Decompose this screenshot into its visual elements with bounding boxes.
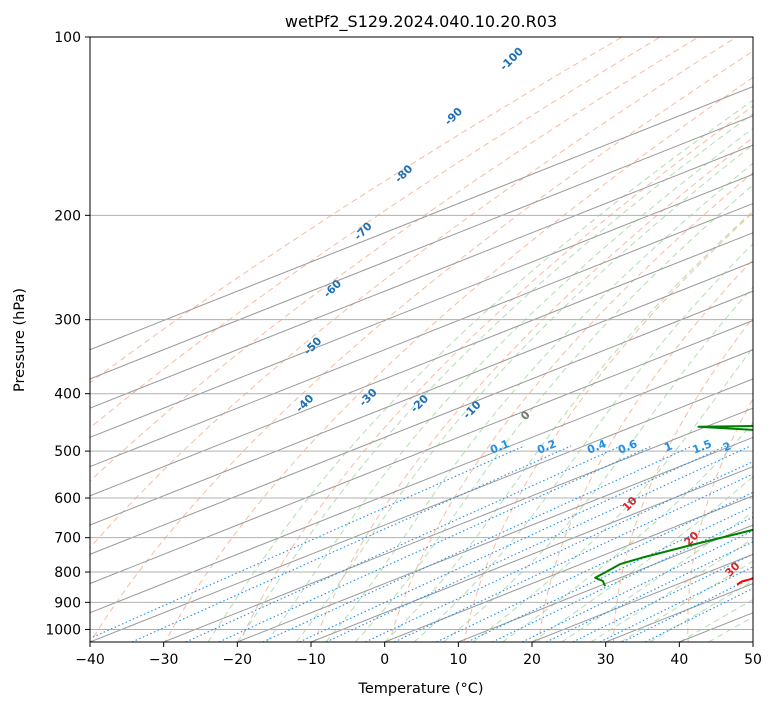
isotherm bbox=[90, 202, 753, 468]
dry-adiabat bbox=[314, 136, 753, 642]
mixing-ratio-line bbox=[492, 516, 753, 642]
moist-adiabat bbox=[649, 580, 753, 642]
dry-adiabat bbox=[760, 10, 775, 654]
isotherm bbox=[90, 378, 753, 642]
isotherm bbox=[458, 524, 753, 642]
y-axis-label: Pressure (hPa) bbox=[12, 288, 28, 392]
x-tick-label: 0 bbox=[380, 652, 389, 668]
isotherm bbox=[752, 641, 753, 642]
moist-adiabat-label: 40 bbox=[755, 587, 775, 607]
y-tick-label: 300 bbox=[54, 313, 81, 329]
isotherm bbox=[237, 436, 753, 642]
moist-adiabat bbox=[502, 421, 753, 642]
axes-ticks: −40 −30 −20 −10 0 10 20 30 40 50 100 200 300 400 500 60… bbox=[45, 30, 762, 668]
x-tick-label: −40 bbox=[75, 652, 105, 668]
plot-frame bbox=[89, 36, 754, 643]
x-tick-label: −20 bbox=[223, 652, 253, 668]
mixing-ratio-line bbox=[90, 445, 525, 639]
mixing-ratio-line bbox=[298, 445, 727, 642]
dry-adiabat bbox=[90, 50, 753, 642]
x-tick-label: 40 bbox=[670, 652, 688, 668]
dry-adiabat bbox=[239, 105, 753, 642]
dry-adiabat bbox=[90, 37, 738, 549]
isotherm bbox=[90, 173, 753, 438]
moist-adiabat bbox=[413, 243, 753, 642]
mixing-ratio-line bbox=[218, 445, 653, 642]
y-tick-label: 400 bbox=[54, 387, 81, 403]
moist-adiabat bbox=[443, 286, 753, 642]
moist-adiabat bbox=[531, 475, 753, 642]
mixing-ratio-line bbox=[365, 460, 753, 642]
y-tick-label: 200 bbox=[54, 208, 81, 224]
dry-adiabat bbox=[612, 316, 753, 642]
x-tick-label: 30 bbox=[597, 652, 615, 668]
isotherm bbox=[90, 144, 753, 409]
plot-background bbox=[90, 37, 753, 642]
chart-title: wetPf2_S129.2024.040.10.20.R03 bbox=[285, 12, 557, 32]
dry-adiabat bbox=[164, 76, 753, 642]
dry-adiabat bbox=[687, 397, 753, 642]
x-tick-label: 50 bbox=[744, 652, 762, 668]
y-tick-label: 1000 bbox=[45, 622, 81, 638]
moist-adiabat bbox=[266, 127, 753, 642]
dry-adiabat bbox=[463, 211, 753, 642]
mixing-ratio-label: 2 bbox=[721, 439, 733, 454]
isotherm bbox=[310, 466, 753, 642]
moist-adiabat bbox=[384, 210, 753, 642]
isotherm bbox=[90, 290, 753, 555]
mixing-ratio-line bbox=[467, 505, 753, 642]
moist-adiabat bbox=[354, 184, 753, 642]
isotherm bbox=[163, 407, 753, 642]
dry-adiabat bbox=[538, 258, 753, 642]
y-tick-label: 100 bbox=[54, 30, 81, 46]
isotherm bbox=[90, 349, 753, 614]
mixing-ratio-line bbox=[393, 473, 753, 642]
isotherm bbox=[384, 495, 753, 642]
moist-adiabat bbox=[295, 144, 753, 642]
y-tick-label: 500 bbox=[54, 444, 81, 460]
isotherm bbox=[90, 261, 753, 526]
mixing-ratio-line bbox=[325, 445, 751, 642]
isotherm bbox=[90, 86, 753, 351]
y-tick-label: 900 bbox=[54, 595, 81, 611]
mixing-ratio-label: 3 bbox=[757, 439, 769, 454]
moist-adiabat bbox=[325, 162, 753, 642]
moist-adiabat bbox=[236, 113, 753, 642]
moist-adiabat bbox=[472, 346, 753, 642]
isotherm bbox=[90, 232, 753, 497]
dry-adiabat bbox=[388, 171, 753, 642]
x-axis-label: Temperature (°C) bbox=[357, 681, 483, 697]
mixing-ratio-label: 1 bbox=[662, 439, 674, 454]
x-tick-label: −10 bbox=[296, 652, 326, 668]
x-tick-label: −30 bbox=[149, 652, 179, 668]
x-tick-label: 10 bbox=[449, 652, 467, 668]
moist-adiabat bbox=[207, 99, 753, 642]
moist-adiabat bbox=[620, 560, 753, 642]
y-tick-label: 700 bbox=[54, 531, 81, 547]
y-tick-label: 600 bbox=[54, 491, 81, 507]
isotherm bbox=[90, 115, 753, 380]
x-tick-label: 20 bbox=[523, 652, 541, 668]
isotherm bbox=[90, 319, 753, 585]
moist-adiabat bbox=[679, 598, 753, 642]
y-tick-label: 800 bbox=[54, 565, 81, 581]
background-lines: 0.10.20.40.611.52346810131620253036-100-… bbox=[90, 10, 775, 654]
mixing-ratio-line bbox=[262, 445, 693, 642]
